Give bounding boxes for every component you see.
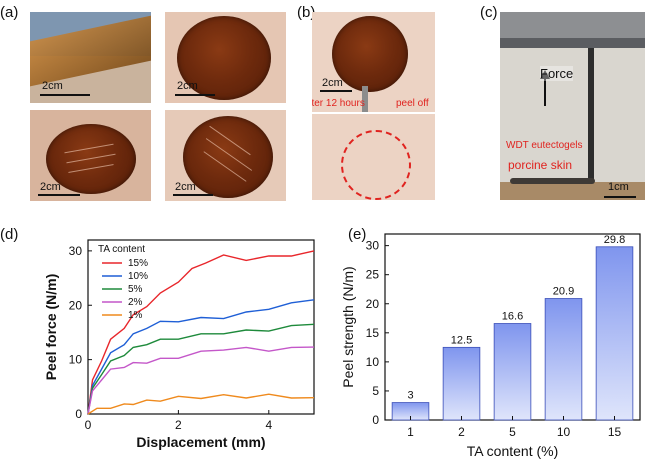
- gel-disc: [183, 116, 273, 198]
- series-line-10pct: [87, 299, 315, 415]
- y-tick-label: 10: [69, 353, 83, 367]
- divider: [312, 112, 435, 114]
- photo-a4: 2cm: [165, 110, 286, 201]
- scale-bar: [173, 194, 213, 196]
- y-axis-label: Peel strength (N/m): [340, 266, 356, 387]
- panel-label-a: (a): [0, 4, 19, 21]
- x-tick-label: 5: [509, 425, 516, 439]
- after-12-hours-label: After 12 hours: [312, 98, 365, 109]
- clamp-edge: [500, 38, 645, 48]
- y-tick-label: 20: [366, 297, 380, 311]
- x-axis-label: TA content (%): [467, 443, 559, 459]
- gel-strip: [588, 48, 594, 188]
- x-tick-label: 10: [557, 425, 571, 439]
- eutectogel-label: WDT eutectogels: [506, 140, 583, 151]
- gel-disc: [332, 16, 408, 92]
- y-tick-label: 0: [372, 413, 379, 427]
- force-label: Force: [540, 66, 574, 81]
- scale-bar: [320, 90, 352, 92]
- x-axis-label: Displacement (mm): [136, 434, 265, 450]
- panel-label-e: (e): [348, 226, 367, 243]
- x-tick-label: 0: [85, 418, 92, 432]
- series-line-1pct: [87, 393, 315, 415]
- arrow-shaft: [362, 86, 368, 112]
- photo-b: 2cm After 12 hours peel off: [312, 12, 435, 200]
- series-line-5pct: [87, 323, 315, 415]
- force-arrow-shaft: [544, 76, 546, 106]
- panel-label-c: (c): [480, 4, 498, 21]
- scale-label: 2cm: [175, 181, 196, 193]
- gel-disc: [177, 16, 271, 100]
- removed-area-circle: [341, 130, 411, 200]
- scale-label: 2cm: [42, 80, 63, 92]
- porcine-skin-label: porcine skin: [508, 158, 573, 172]
- scale-bar: [40, 94, 90, 96]
- y-tick-label: 5: [372, 384, 379, 398]
- series-line-2pct: [87, 346, 315, 415]
- photo-a2: 2cm: [165, 12, 286, 103]
- bar-value-label: 20.9: [553, 286, 574, 298]
- photo-a1: 2cm: [30, 12, 151, 103]
- plot-frame: [87, 239, 315, 415]
- y-axis-label: Peel force (N/m): [43, 274, 59, 381]
- y-tick-label: 10: [366, 355, 380, 369]
- photo-c: Force WDT eutectogels porcine skin 1cm: [500, 12, 645, 200]
- skin-sample: [510, 178, 595, 184]
- legend-label: 5%: [128, 284, 143, 295]
- y-tick-label: 20: [69, 298, 83, 312]
- scale-bar: [175, 94, 215, 96]
- scale-label: 2cm: [177, 80, 198, 92]
- x-tick-label: 15: [608, 425, 622, 439]
- bar-2: [442, 346, 481, 421]
- legend-label: 1%: [128, 310, 143, 321]
- bar-value-label: 29.8: [604, 234, 625, 246]
- bar-15: [595, 246, 634, 421]
- y-tick-label: 30: [366, 239, 380, 253]
- legend-label: 2%: [128, 297, 143, 308]
- peel-strength-bar-chart: 0 5 10 15 20 25 30 3 1 12.5 2 16.6 5 20.9 10 29.8 15 TA c…: [340, 233, 641, 459]
- stage: [500, 182, 645, 200]
- y-tick-label: 15: [366, 326, 380, 340]
- panel-label-b: (b): [297, 4, 316, 21]
- photo-a3: 2cm: [30, 110, 151, 201]
- legend-title: TA content: [98, 244, 145, 255]
- legend-label: 10%: [128, 271, 148, 282]
- bar-value-label: 3: [407, 390, 413, 402]
- scale-label: 2cm: [322, 77, 343, 89]
- x-tick-label: 2: [175, 418, 182, 432]
- peel-off-label: peel off: [396, 98, 429, 109]
- legend-label: 15%: [128, 258, 148, 269]
- x-tick-label: 4: [265, 418, 272, 432]
- x-tick-label: 2: [458, 425, 465, 439]
- bar-value-label: 16.6: [502, 311, 523, 323]
- scale-bar: [38, 194, 80, 196]
- scale-label: 1cm: [608, 181, 629, 193]
- peel-force-line-chart: 0 2 4 0 10 20 30 Displacement (mm) Peel force (N…: [43, 239, 315, 450]
- y-tick-label: 30: [69, 244, 83, 258]
- x-tick-label: 1: [407, 425, 414, 439]
- series-line-15pct: [87, 250, 315, 415]
- panel-label-d: (d): [0, 226, 19, 243]
- y-tick-label: 0: [75, 407, 82, 421]
- bar-10: [544, 298, 583, 421]
- y-tick-label: 25: [366, 268, 380, 282]
- scale-label: 2cm: [40, 181, 61, 193]
- force-arrow-icon: [540, 70, 550, 79]
- bar-5: [493, 323, 532, 421]
- bar-value-label: 12.5: [451, 334, 472, 346]
- scale-bar: [604, 196, 636, 198]
